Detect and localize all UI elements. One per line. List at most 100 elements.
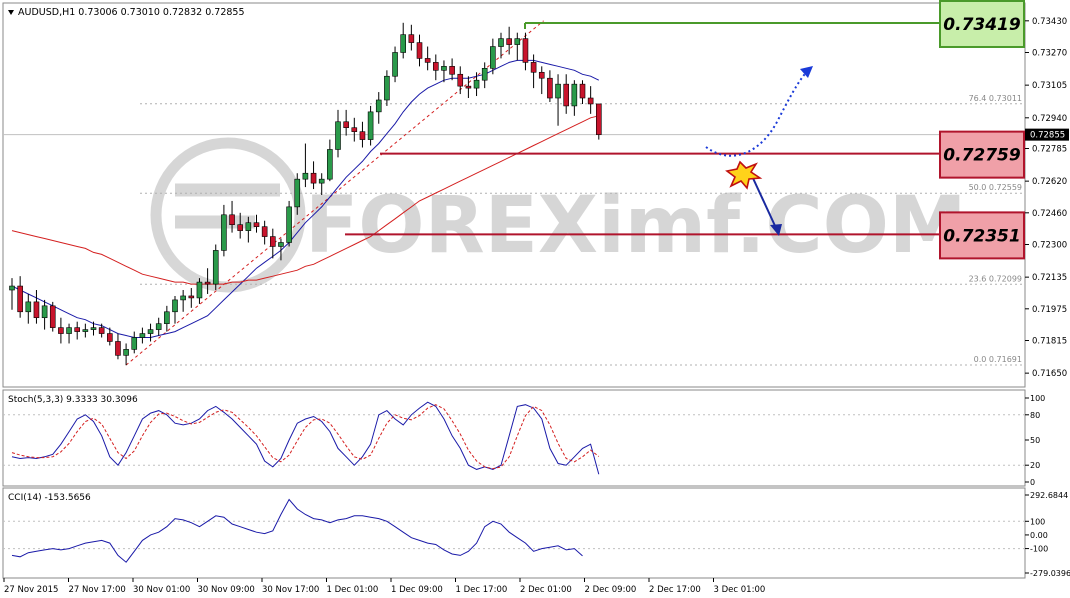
- cci-tick-label: 100: [1030, 517, 1045, 526]
- break-burst-icon: [725, 160, 763, 190]
- candle-body: [441, 66, 447, 71]
- candle-body: [465, 85, 472, 89]
- stoch-tick-label: 50: [1030, 436, 1040, 445]
- annotations: 0.73419 0.72759 0.72351: [345, 0, 1025, 260]
- candle-body: [90, 327, 97, 330]
- candle-body: [400, 34, 407, 53]
- candle-body: [481, 68, 488, 81]
- stoch-tick-label: 100: [1030, 394, 1045, 403]
- time-tick-label: 30 Nov 01:00: [133, 585, 190, 595]
- candle-body: [351, 127, 358, 132]
- candle-body: [196, 281, 203, 299]
- moving-average-line: [11, 115, 599, 285]
- candle-body: [286, 206, 292, 243]
- current-price-box: [1025, 128, 1069, 141]
- candle-body: [164, 311, 170, 324]
- price-tick-label: 0.71815: [1032, 336, 1067, 346]
- candle-body: [587, 97, 594, 105]
- fib-level-label: 23.6 0.72099: [969, 274, 1022, 283]
- time-tick-label: 2 Dec 17:00: [649, 585, 701, 595]
- stoch-panel: [2, 389, 1026, 487]
- cci-tick-label: -279.0396: [1030, 569, 1070, 578]
- price-plot: 76.4 0.73011 50.0 0.72559 23.6 0.72099 0.0 …: [3, 20, 1025, 366]
- candle-body: [41, 305, 48, 319]
- watermark-text: FOREXimf.COM: [305, 181, 967, 271]
- cci-title: CCI(14) -153.5656: [8, 493, 91, 503]
- candle-body: [229, 214, 235, 225]
- candle-body: [432, 62, 439, 71]
- candle-body: [221, 214, 227, 251]
- candle-body: [563, 83, 570, 107]
- candle-body: [392, 52, 398, 77]
- time-tick-label: 2 Dec 01:00: [520, 585, 572, 595]
- candle-body: [506, 38, 512, 45]
- cci-tick-label: -100: [1030, 545, 1048, 554]
- candle-body: [335, 121, 341, 150]
- candle-body: [115, 341, 121, 356]
- cci-tick-label: 292.6844: [1030, 491, 1068, 500]
- candle-body: [123, 349, 129, 356]
- candle-body: [17, 285, 23, 313]
- current-price-label: 0.72855: [1030, 131, 1065, 141]
- candle-body: [261, 226, 268, 237]
- cci-plot: [3, 498, 1025, 563]
- candle-body: [579, 83, 586, 99]
- candle-body: [253, 222, 260, 227]
- candle-body: [74, 327, 80, 332]
- candle-body: [571, 83, 578, 107]
- fib-level-label: 50.0 0.72559: [969, 183, 1022, 192]
- time-tick-label: 30 Nov 09:00: [198, 585, 255, 595]
- candle-body: [237, 224, 243, 231]
- bullish-projection-path: [705, 69, 809, 157]
- watermark-logo: FOREXimf.COM: [150, 137, 967, 293]
- candle-body: [310, 172, 317, 184]
- candle-body: [33, 301, 40, 319]
- stoch-plot: [3, 401, 1025, 475]
- candle-body: [25, 301, 32, 313]
- stoch-title: Stoch(5,3,3) 9.3333 30.3096: [8, 395, 138, 405]
- time-tick-label: 1 Dec 17:00: [456, 585, 508, 595]
- candle-body: [188, 295, 195, 299]
- candle-body: [172, 299, 178, 313]
- cci-line: [11, 498, 583, 563]
- candle-body: [294, 178, 301, 208]
- price-tick-label: 0.73430: [1032, 17, 1067, 27]
- candle-body: [107, 333, 113, 342]
- price-tick-label: 0.72620: [1032, 177, 1067, 187]
- candle-body: [343, 121, 349, 129]
- candle-body: [375, 99, 382, 113]
- price-tick-label: 0.73105: [1032, 81, 1067, 91]
- support-1-price-box-label: 0.72759: [943, 146, 1021, 166]
- stoch-tick-label: 80: [1030, 411, 1040, 420]
- fib-level-label: 0.0 0.71691: [974, 355, 1022, 364]
- candle-body: [9, 285, 15, 291]
- candle-body: [473, 79, 480, 89]
- axes: 0.73430 0.73270 0.73105 0.72940 0.72785 0.726…: [3, 17, 1070, 595]
- price-tick-label: 0.73270: [1032, 48, 1067, 58]
- candle-body: [367, 111, 374, 140]
- support-1-price-box: [939, 130, 1025, 179]
- candle-body: [212, 250, 219, 285]
- price-tick-label: 0.72940: [1032, 114, 1067, 124]
- candle-body: [424, 58, 431, 63]
- chevron-down-icon[interactable]: [8, 10, 14, 15]
- time-tick-label: 30 Nov 17:00: [262, 585, 319, 595]
- candle-body: [384, 75, 390, 101]
- candle-body: [49, 305, 56, 328]
- candle-body: [180, 295, 186, 301]
- candle-body: [530, 62, 537, 73]
- candle-body: [359, 131, 366, 140]
- price-tick-label: 0.72135: [1032, 273, 1067, 283]
- candle-body: [547, 77, 553, 99]
- cci-tick-label: 0.00: [1030, 531, 1048, 540]
- resistance-price-box-label: 0.73419: [943, 15, 1021, 35]
- time-tick-label: 27 Nov 2015: [4, 585, 58, 595]
- bullish-arrow-head: [800, 66, 813, 78]
- time-tick-label: 2 Dec 09:00: [585, 585, 637, 595]
- price-tick-label: 0.72785: [1032, 144, 1067, 154]
- candle-body: [318, 178, 325, 184]
- main-panel: [2, 2, 1026, 388]
- candle-body: [416, 42, 423, 59]
- price-tick-label: 0.72460: [1032, 209, 1067, 219]
